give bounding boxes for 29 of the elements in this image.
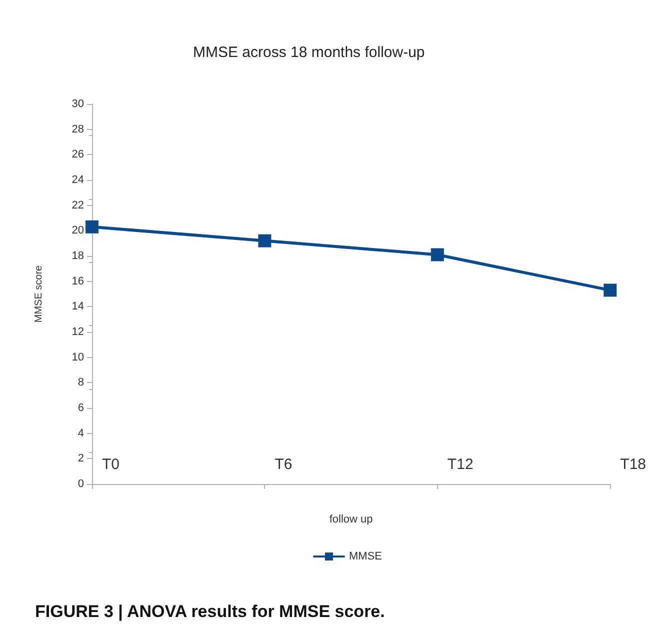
y-tick-label: 0 [78,478,84,490]
y-tick-label: 20 [72,224,84,237]
y-axis-title: MMSE score [34,264,44,323]
y-tick-label: 4 [78,427,84,440]
point [430,248,444,262]
y-tick-label: 10 [72,351,84,364]
point [258,234,272,248]
y-tick-label: 22 [72,199,84,212]
x-tick-label: T12 [447,456,474,473]
y-tick-label: 28 [72,123,84,136]
y-tick-label: 16 [72,275,84,288]
y-tick-label: 30 [72,98,84,110]
y-tick-label: 12 [72,326,84,338]
y-tick-label: 18 [72,250,84,262]
chart-title: MMSE across 18 months follow-up [193,44,425,61]
y-tick-label: 8 [78,376,84,389]
point [86,220,98,234]
legend-label: MMSE [349,550,382,562]
y-tick-label: 24 [72,174,84,186]
y-tick-label: 26 [72,148,84,161]
x-tick-label: T18 [620,456,646,473]
x-tick-label: T6 [274,456,292,473]
x-axis-title: follow up [329,514,373,526]
x-tick-label: T0 [102,456,120,473]
y-tick-label: 2 [78,452,84,465]
point [604,284,617,297]
caption: FIGURE 3 | ANOVA results for MMSE score. [35,602,385,621]
y-tick-label: 6 [78,402,84,414]
y-tick-label: 14 [72,300,84,313]
